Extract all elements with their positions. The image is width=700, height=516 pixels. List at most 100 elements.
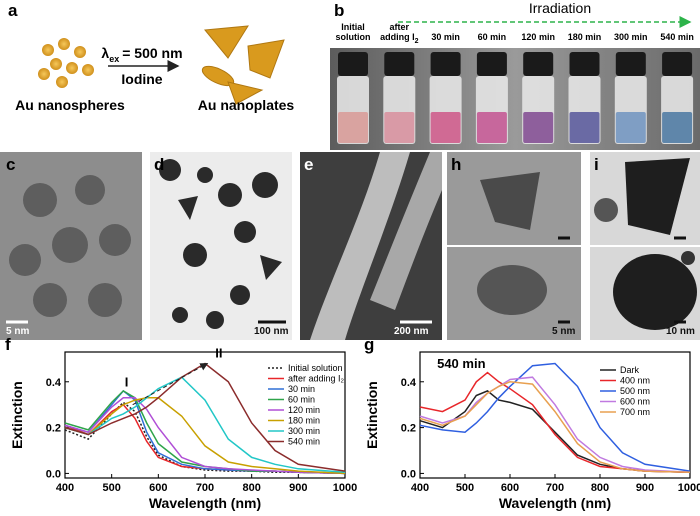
vial-liquid — [569, 112, 600, 143]
x-tick-label: 700 — [546, 482, 564, 494]
excitation-label: λex = 500 nm — [101, 45, 182, 64]
y-tick-label: 0.4 — [46, 377, 62, 389]
y-tick-label: 0.0 — [46, 468, 61, 480]
scale-label: 200 nm — [394, 326, 429, 337]
x-axis-title: Wavelength (nm) — [149, 495, 261, 511]
legend-label: 30 min — [288, 384, 315, 394]
label-line: 30 min — [431, 32, 460, 42]
panel-letter: c — [6, 155, 15, 174]
x-tick-label: 600 — [501, 482, 519, 494]
particle — [613, 254, 697, 330]
legend-label: 120 min — [288, 405, 320, 415]
y-axis-title: Extinction — [364, 381, 380, 449]
vial-cap — [662, 52, 693, 76]
symbol: λ — [101, 45, 109, 61]
vial-liquid — [523, 112, 554, 143]
legend-label: 540 min — [288, 437, 320, 447]
chart: g 400 500 600 700 800 900 1000 0.0 0.2 0.4 Waveleng… — [364, 335, 700, 511]
vial-label: 300 min — [614, 32, 648, 42]
x-tick-label: 700 — [196, 482, 214, 494]
x-tick-label: 1000 — [678, 482, 700, 494]
vial-liquid — [384, 112, 415, 143]
x-tick-label: 500 — [102, 482, 120, 494]
particle — [625, 158, 690, 235]
legend-label: 300 min — [288, 426, 320, 436]
legend-label: 600 nm — [620, 397, 650, 407]
irradiation-label: Irradiation — [529, 0, 591, 16]
label-line: 180 min — [568, 32, 602, 42]
particle — [480, 172, 540, 230]
vial-label: after — [390, 22, 410, 32]
series-line — [64, 362, 346, 472]
annotation: I — [125, 374, 129, 389]
vial-label: Initial — [341, 22, 365, 32]
x-tick-label: 400 — [56, 482, 74, 494]
series-line — [419, 381, 691, 474]
stack — [310, 152, 410, 340]
label-line: 120 min — [521, 32, 555, 42]
vial-cap — [384, 52, 415, 76]
label-line: solution — [336, 32, 371, 42]
panel-letter: a — [8, 1, 18, 20]
vial-liquid — [476, 112, 507, 143]
panel-letter: b — [334, 1, 344, 20]
vial-label: 60 min — [478, 32, 507, 42]
vial-liquid — [615, 112, 646, 143]
particles — [9, 175, 131, 317]
panel-letter: g — [364, 335, 374, 354]
x-tick-label: 900 — [636, 482, 654, 494]
panel-letter: f — [5, 335, 11, 354]
plate-label: Au nanoplates — [198, 97, 295, 113]
vial-cap — [476, 52, 507, 76]
label-line: adding I — [380, 32, 415, 42]
annotation: 540 min — [437, 356, 485, 371]
vial-cap — [338, 52, 368, 76]
x-tick-label: 600 — [149, 482, 167, 494]
subscript: 2 — [415, 38, 419, 45]
series-line — [64, 376, 346, 474]
panel-letter: d — [154, 155, 164, 174]
vial-label: solution — [336, 32, 371, 42]
vial-label: 540 min — [660, 32, 694, 42]
label-line: Initial — [341, 22, 365, 32]
label-line: 60 min — [478, 32, 507, 42]
particles — [159, 159, 282, 329]
subscript: ex — [109, 54, 119, 64]
series-line — [64, 397, 346, 475]
series-line — [64, 397, 346, 475]
x-axis-title: Wavelength (nm) — [499, 495, 611, 511]
scale-label: 5 nm — [552, 326, 575, 337]
vial-cap — [523, 52, 554, 76]
y-axis-title: Extinction — [9, 381, 25, 449]
legend-label: 500 nm — [620, 386, 650, 396]
vial-label: adding I2 — [380, 32, 419, 45]
wavelength: = 500 nm — [122, 45, 182, 61]
vial-cap — [615, 52, 646, 76]
x-tick-label: 500 — [456, 482, 474, 494]
shift-arrow — [132, 362, 209, 406]
x-tick-label: 1000 — [333, 482, 357, 494]
scale-label: 100 nm — [254, 326, 289, 337]
x-tick-label: 800 — [242, 482, 260, 494]
legend-label: 180 min — [288, 416, 320, 426]
series-line — [64, 401, 346, 475]
vial-liquid — [662, 112, 693, 143]
x-tick-label: 400 — [411, 482, 429, 494]
charts: f 400 500 600 700 800 900 1000 0.0 0.2 0.4 Waveleng… — [5, 335, 700, 511]
particle — [477, 265, 547, 315]
vial-cap — [569, 52, 600, 76]
stack — [370, 152, 442, 310]
vial-label: 30 min — [431, 32, 460, 42]
y-tick-label: 0.4 — [401, 377, 417, 389]
panel-letter: e — [304, 155, 313, 174]
vial-liquid — [430, 112, 461, 143]
vial-liquid — [338, 112, 368, 143]
legend-label: Initial solution — [288, 363, 343, 373]
vial-cap — [430, 52, 461, 76]
panel-letter: i — [594, 155, 599, 174]
label-line: 300 min — [614, 32, 648, 42]
legend-label: Dark — [620, 365, 640, 375]
